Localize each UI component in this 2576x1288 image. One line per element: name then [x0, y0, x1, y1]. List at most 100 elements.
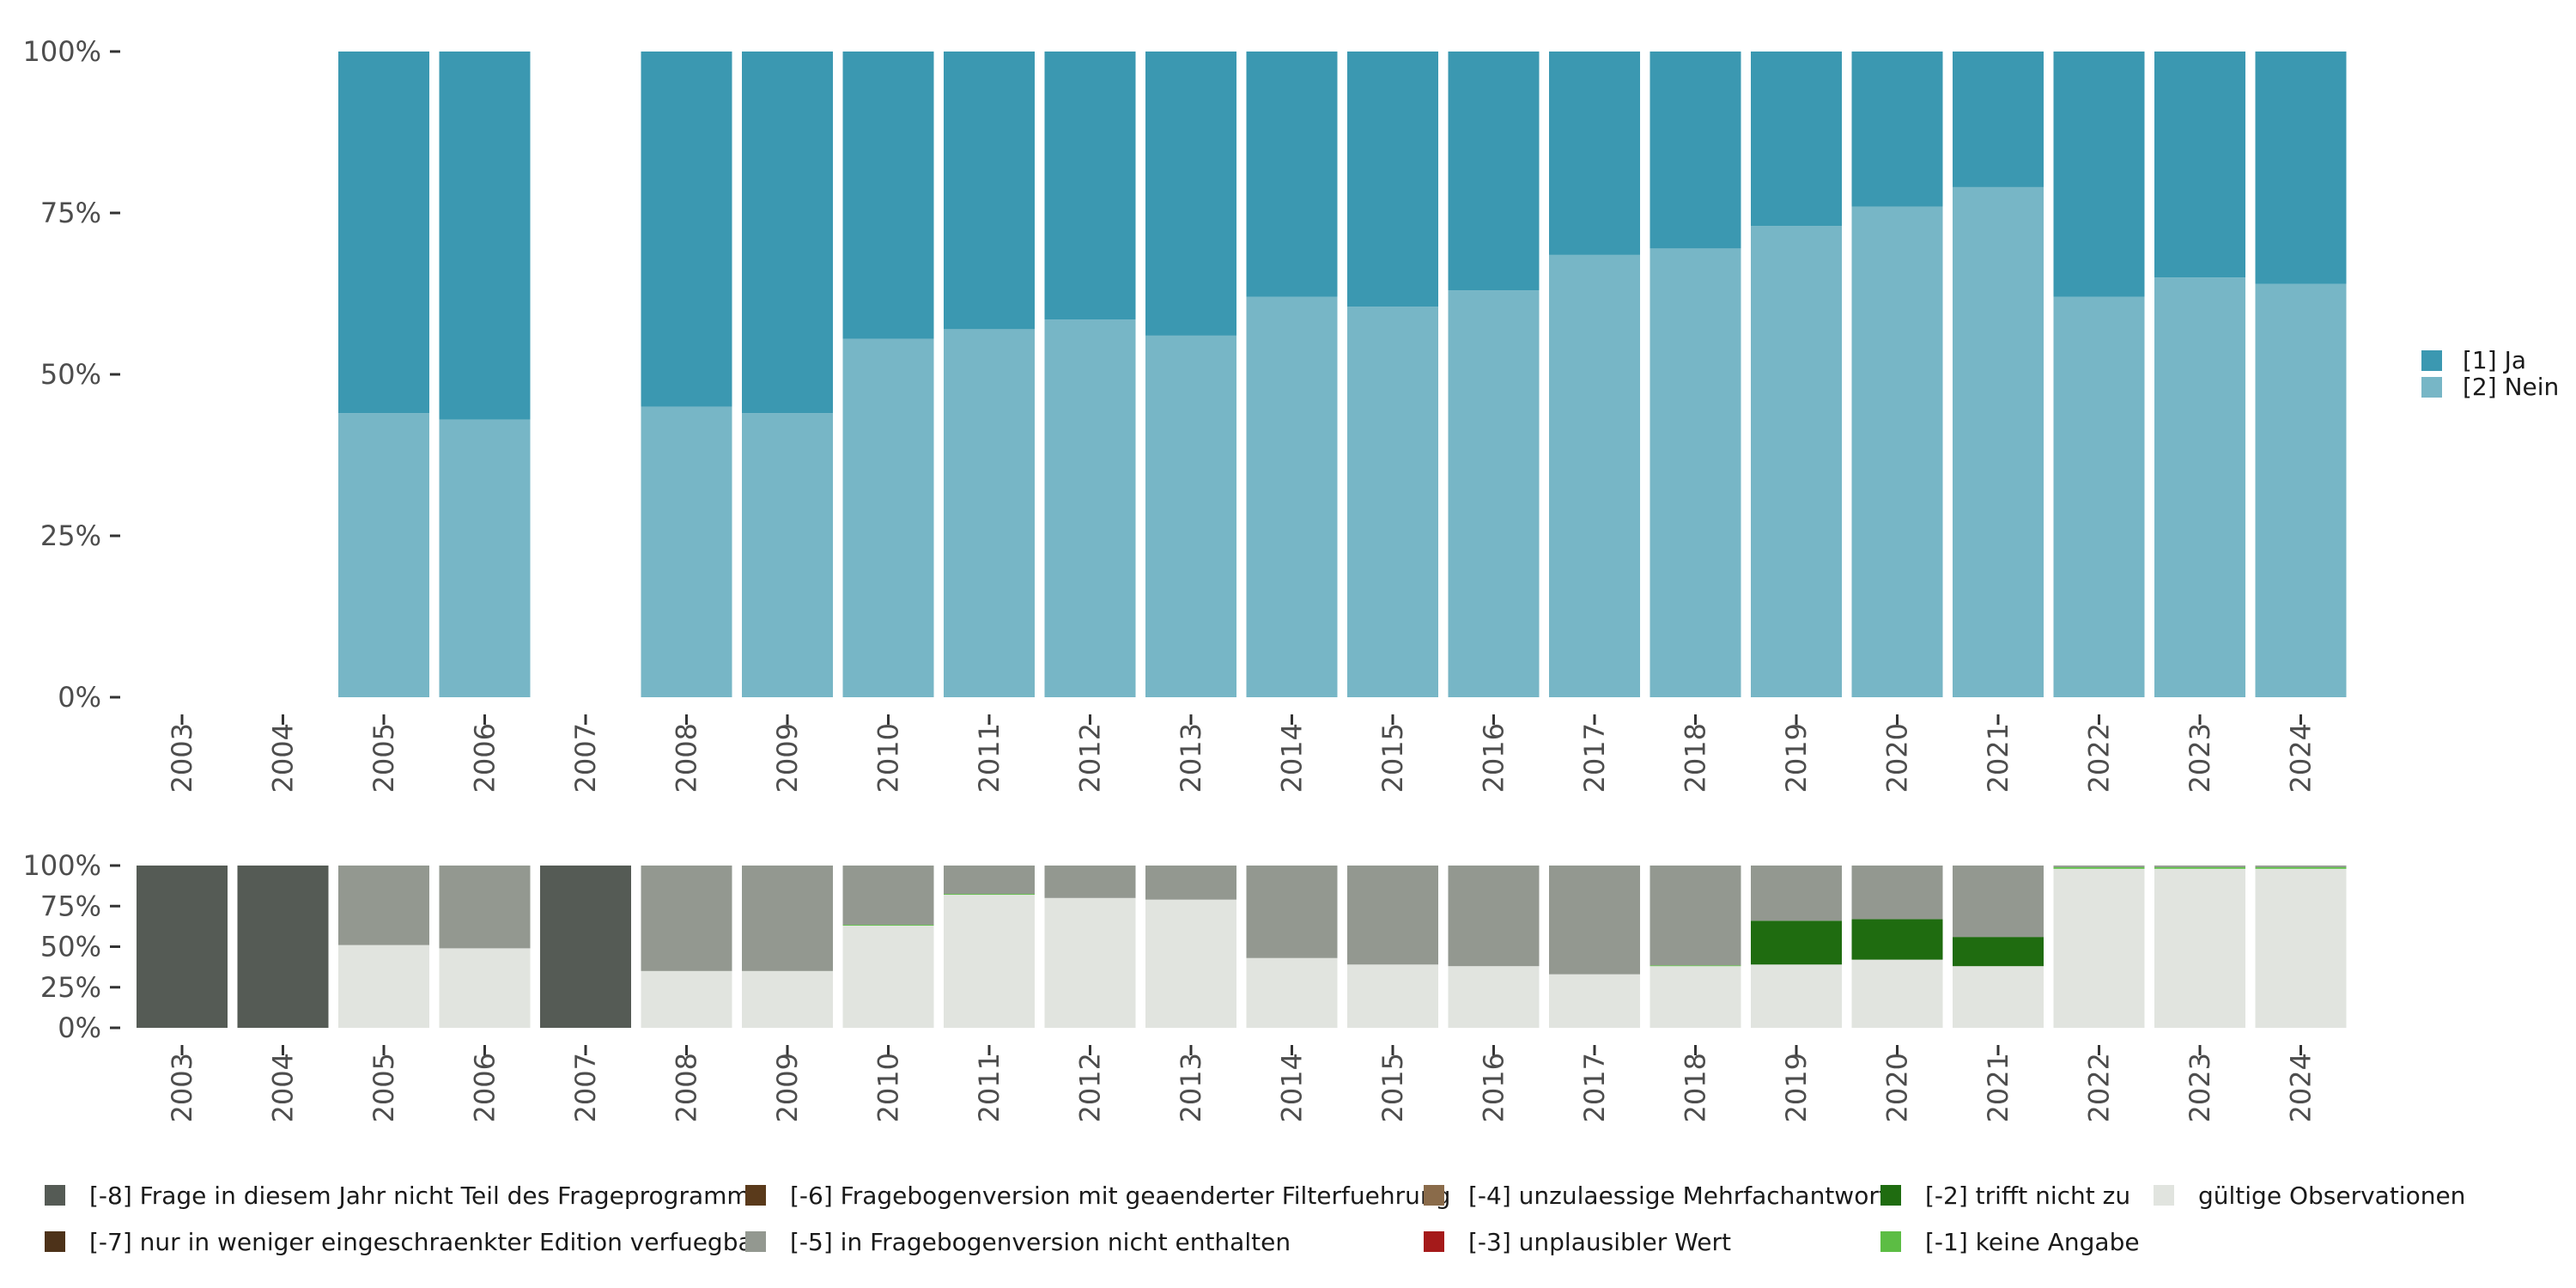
bottom-bar-2021-2 — [1953, 937, 2044, 967]
bottom-ytick-label: 25% — [40, 971, 101, 1004]
bottom-bar-2024-0 — [2255, 868, 2347, 1028]
bottom-bar-2011-3 — [944, 866, 1035, 895]
top-ytick-label: 0% — [58, 681, 101, 714]
bottom-ytick-label: 100% — [23, 849, 101, 882]
top-bar-2020-1 — [1851, 52, 1943, 207]
bottom-bar-2008-0 — [641, 970, 732, 1028]
bottom-xtick-label: 2021 — [1982, 1053, 2014, 1122]
top-xtick-label: 2021 — [1982, 723, 2014, 793]
bottom-bar-2012-3 — [1044, 866, 1136, 898]
bottom-xtick-label: 2006 — [469, 1053, 501, 1122]
bottom-xtick-label: 2019 — [1780, 1053, 1813, 1122]
top-ytick-label: 100% — [23, 35, 101, 68]
legend-label-1: [2] Nein — [2463, 373, 2559, 401]
bottom-bar-2006-0 — [439, 948, 531, 1028]
bottom-bar-2006-3 — [439, 866, 531, 949]
bottom-xtick-label: 2020 — [1881, 1053, 1914, 1122]
bottom-xtick-label: 2013 — [1175, 1053, 1207, 1122]
top-xtick-label: 2011 — [973, 723, 1005, 793]
top-xtick-label: 2006 — [469, 723, 501, 793]
top-bar-2023-0 — [2154, 277, 2245, 697]
top-bar-2013-1 — [1145, 52, 1236, 336]
bottom-legend-swatch-2 — [745, 1185, 766, 1206]
top-bar-2021-0 — [1953, 186, 2044, 698]
bottom-legend-label-1: [-7] nur in weniger eingeschraenkter Edi… — [89, 1228, 763, 1256]
top-bar-2009-0 — [742, 413, 833, 697]
top-bar-2008-1 — [641, 52, 732, 407]
top-xtick-label: 2008 — [671, 723, 703, 793]
bottom-xtick-label: 2010 — [872, 1053, 905, 1122]
bottom-legend-swatch-6 — [1880, 1185, 1901, 1206]
top-bar-2006-0 — [439, 419, 531, 697]
bottom-bar-2015-0 — [1347, 964, 1438, 1028]
bottom-bar-2023-0 — [2154, 868, 2245, 1028]
bottom-xtick-label: 2011 — [973, 1053, 1005, 1122]
bottom-bar-2021-0 — [1953, 966, 2044, 1028]
top-bar-2010-0 — [842, 338, 934, 697]
top-bar-2013-0 — [1145, 335, 1236, 697]
top-bar-2005-0 — [338, 413, 429, 697]
top-legend: [1] Ja[2] Nein — [2421, 346, 2559, 401]
legend-swatch-1 — [2421, 377, 2442, 398]
bottom-bar-2022-1 — [2053, 866, 2145, 869]
bottom-xtick-label: 2008 — [671, 1053, 703, 1122]
top-bar-2017-1 — [1549, 52, 1640, 255]
top-bar-2015-0 — [1347, 307, 1438, 697]
top-xtick-label: 2017 — [1578, 723, 1611, 793]
bottom-bar-2005-3 — [338, 866, 429, 945]
top-bar-2018-0 — [1649, 248, 1741, 697]
bottom-xtick-label: 2012 — [1074, 1053, 1107, 1122]
top-bar-2012-1 — [1044, 52, 1136, 320]
bottom-xtick-label: 2005 — [368, 1053, 400, 1122]
top-bar-2016-1 — [1448, 52, 1540, 291]
top-xtick-label: 2009 — [771, 723, 804, 793]
top-bar-2015-1 — [1347, 52, 1438, 307]
top-ytick-label: 25% — [40, 519, 101, 552]
bottom-bar-2010-0 — [842, 925, 934, 1028]
bottom-bar-2020-0 — [1851, 959, 1943, 1028]
top-xtick-label: 2015 — [1376, 723, 1409, 793]
bottom-xtick-label: 2024 — [2285, 1053, 2318, 1122]
bottom-bar-2019-2 — [1751, 920, 1842, 965]
top-bar-2018-1 — [1649, 52, 1741, 249]
bottom-bar-2004-4 — [237, 866, 329, 1028]
bottom-xtick-label: 2017 — [1578, 1053, 1611, 1122]
top-bar-2017-0 — [1549, 254, 1640, 697]
top-xtick-label: 2010 — [872, 723, 905, 793]
top-xtick-label: 2004 — [267, 723, 300, 793]
bottom-xtick-label: 2007 — [569, 1053, 602, 1122]
bottom-bar-2009-3 — [742, 866, 833, 971]
bottom-xtick-label: 2023 — [2184, 1053, 2216, 1122]
top-bar-2023-1 — [2154, 52, 2245, 278]
bottom-bar-2003-4 — [137, 866, 228, 1028]
bottom-bar-2019-0 — [1751, 964, 1842, 1028]
bottom-bar-2005-0 — [338, 945, 429, 1028]
top-xtick-label: 2012 — [1074, 723, 1107, 793]
bottom-bar-2020-3 — [1851, 866, 1943, 920]
bottom-xtick-label: 2022 — [2083, 1053, 2116, 1122]
top-bar-2008-0 — [641, 406, 732, 697]
top-xtick-label: 2007 — [569, 723, 602, 793]
top-xtick-label: 2005 — [368, 723, 400, 793]
top-xtick-label: 2016 — [1478, 723, 1510, 793]
bottom-xtick-label: 2018 — [1680, 1053, 1712, 1122]
bottom-bar-2018-0 — [1649, 966, 1741, 1028]
top-bar-2014-0 — [1246, 296, 1338, 697]
bottom-bar-2016-0 — [1448, 966, 1540, 1028]
top-bar-2014-1 — [1246, 52, 1338, 297]
top-bar-2024-0 — [2255, 283, 2347, 697]
top-bar-2021-1 — [1953, 52, 2044, 187]
bottom-legend-swatch-3 — [745, 1231, 766, 1252]
bottom-chart-panel: 0% 25% 50% 75% 100% 2003 2004 2005 2006 2007 2008 2… — [23, 849, 2347, 1122]
top-xtick-label: 2022 — [2083, 723, 2116, 793]
bottom-legend-label-5: [-3] unplausibler Wert — [1468, 1228, 1731, 1256]
bottom-legend-swatch-5 — [1424, 1231, 1444, 1252]
bottom-legend-swatch-1 — [45, 1231, 65, 1252]
bottom-bar-2022-0 — [2053, 868, 2145, 1028]
top-xtick-label: 2019 — [1780, 723, 1813, 793]
bottom-bar-2013-0 — [1145, 899, 1236, 1028]
bottom-legend: [-8] Frage in diesem Jahr nicht Teil des… — [45, 1182, 2465, 1256]
bottom-bar-2010-3 — [842, 866, 934, 925]
bottom-bar-2018-3 — [1649, 866, 1741, 966]
bottom-legend-label-6: [-2] trifft nicht zu — [1925, 1182, 2130, 1210]
